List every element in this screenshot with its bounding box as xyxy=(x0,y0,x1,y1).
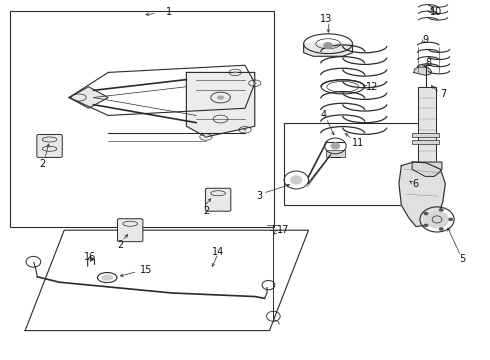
Text: 9: 9 xyxy=(422,35,428,45)
FancyBboxPatch shape xyxy=(205,188,231,211)
Text: 8: 8 xyxy=(426,58,432,68)
Text: 16: 16 xyxy=(84,252,96,262)
Polygon shape xyxy=(25,230,309,330)
Text: 13: 13 xyxy=(319,14,332,24)
Bar xyxy=(284,123,428,205)
Circle shape xyxy=(439,227,443,231)
Text: 4: 4 xyxy=(320,111,326,121)
FancyBboxPatch shape xyxy=(118,219,143,242)
Bar xyxy=(326,150,345,157)
Text: 7: 7 xyxy=(441,89,447,99)
Circle shape xyxy=(323,42,333,49)
Polygon shape xyxy=(418,87,436,162)
Circle shape xyxy=(448,218,453,221)
Text: 2: 2 xyxy=(117,239,123,249)
Ellipse shape xyxy=(102,275,113,280)
Circle shape xyxy=(439,208,443,212)
Text: 3: 3 xyxy=(257,191,263,201)
Bar xyxy=(412,133,439,137)
Polygon shape xyxy=(304,44,352,56)
Bar xyxy=(10,12,274,226)
Text: 11: 11 xyxy=(351,138,364,148)
Text: 2: 2 xyxy=(203,206,209,216)
Text: 17: 17 xyxy=(277,225,289,235)
Ellipse shape xyxy=(217,95,224,100)
Ellipse shape xyxy=(243,129,247,131)
Text: 10: 10 xyxy=(430,7,442,17)
Polygon shape xyxy=(412,162,442,176)
Polygon shape xyxy=(414,67,432,75)
Text: 14: 14 xyxy=(212,247,224,257)
Circle shape xyxy=(331,142,340,149)
Circle shape xyxy=(423,212,428,215)
Circle shape xyxy=(291,176,302,184)
Ellipse shape xyxy=(425,211,449,228)
Text: 2: 2 xyxy=(39,159,46,169)
Ellipse shape xyxy=(253,82,257,84)
Text: 5: 5 xyxy=(459,254,466,264)
Ellipse shape xyxy=(233,71,237,73)
Polygon shape xyxy=(69,87,108,108)
Text: 15: 15 xyxy=(140,265,152,275)
Text: 1: 1 xyxy=(166,7,172,17)
Text: 12: 12 xyxy=(366,82,379,92)
FancyBboxPatch shape xyxy=(37,134,62,157)
Text: 6: 6 xyxy=(412,179,418,189)
Polygon shape xyxy=(399,162,445,226)
Polygon shape xyxy=(186,72,255,137)
Bar xyxy=(412,140,439,144)
Circle shape xyxy=(423,224,428,227)
Ellipse shape xyxy=(204,136,208,138)
